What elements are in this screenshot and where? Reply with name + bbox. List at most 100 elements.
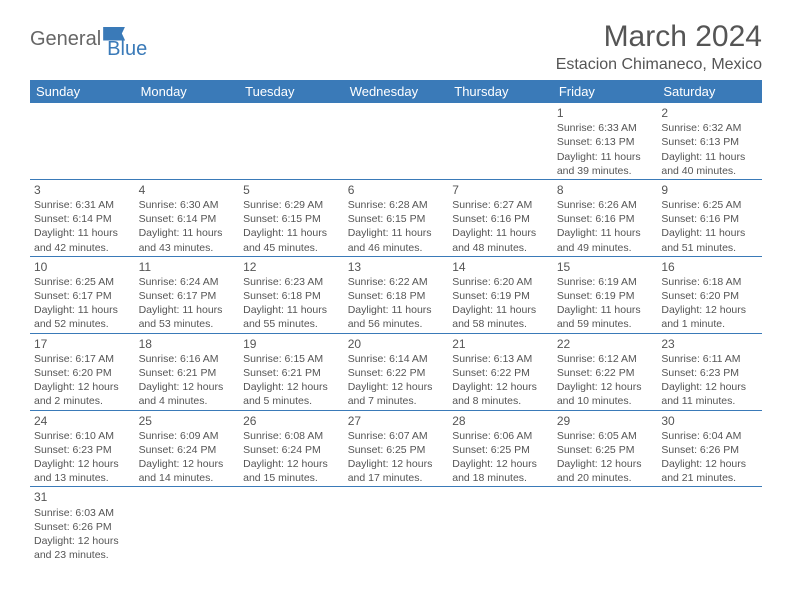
header-row: Sunday Monday Tuesday Wednesday Thursday… bbox=[30, 80, 762, 103]
calendar-cell: 19Sunrise: 6:15 AMSunset: 6:21 PMDayligh… bbox=[239, 333, 344, 410]
sunset-text: Sunset: 6:22 PM bbox=[348, 366, 445, 380]
calendar-row: 1Sunrise: 6:33 AMSunset: 6:13 PMDaylight… bbox=[30, 103, 762, 179]
daylight-text-1: Daylight: 12 hours bbox=[661, 303, 758, 317]
daylight-text-2: and 45 minutes. bbox=[243, 241, 340, 255]
day-number: 27 bbox=[348, 413, 445, 429]
calendar-cell: 13Sunrise: 6:22 AMSunset: 6:18 PMDayligh… bbox=[344, 256, 449, 333]
col-thursday: Thursday bbox=[448, 80, 553, 103]
sunset-text: Sunset: 6:17 PM bbox=[139, 289, 236, 303]
calendar-cell: 23Sunrise: 6:11 AMSunset: 6:23 PMDayligh… bbox=[657, 333, 762, 410]
sunrise-text: Sunrise: 6:05 AM bbox=[557, 429, 654, 443]
daylight-text-1: Daylight: 11 hours bbox=[243, 303, 340, 317]
day-number: 14 bbox=[452, 259, 549, 275]
calendar-cell: 6Sunrise: 6:28 AMSunset: 6:15 PMDaylight… bbox=[344, 179, 449, 256]
sunrise-text: Sunrise: 6:24 AM bbox=[139, 275, 236, 289]
calendar-cell: 2Sunrise: 6:32 AMSunset: 6:13 PMDaylight… bbox=[657, 103, 762, 179]
day-number: 28 bbox=[452, 413, 549, 429]
daylight-text-2: and 17 minutes. bbox=[348, 471, 445, 485]
day-number: 9 bbox=[661, 182, 758, 198]
daylight-text-1: Daylight: 12 hours bbox=[243, 380, 340, 394]
day-number: 5 bbox=[243, 182, 340, 198]
calendar-cell bbox=[448, 487, 553, 563]
sunset-text: Sunset: 6:16 PM bbox=[661, 212, 758, 226]
title-block: March 2024 Estacion Chimaneco, Mexico bbox=[556, 20, 762, 74]
calendar-cell: 15Sunrise: 6:19 AMSunset: 6:19 PMDayligh… bbox=[553, 256, 658, 333]
daylight-text-1: Daylight: 11 hours bbox=[661, 150, 758, 164]
calendar-cell: 4Sunrise: 6:30 AMSunset: 6:14 PMDaylight… bbox=[135, 179, 240, 256]
calendar-cell: 20Sunrise: 6:14 AMSunset: 6:22 PMDayligh… bbox=[344, 333, 449, 410]
sunrise-text: Sunrise: 6:20 AM bbox=[452, 275, 549, 289]
sunset-text: Sunset: 6:23 PM bbox=[661, 366, 758, 380]
day-number: 20 bbox=[348, 336, 445, 352]
daylight-text-2: and 1 minute. bbox=[661, 317, 758, 331]
calendar-cell: 12Sunrise: 6:23 AMSunset: 6:18 PMDayligh… bbox=[239, 256, 344, 333]
calendar-row: 3Sunrise: 6:31 AMSunset: 6:14 PMDaylight… bbox=[30, 179, 762, 256]
daylight-text-1: Daylight: 12 hours bbox=[452, 457, 549, 471]
sunrise-text: Sunrise: 6:32 AM bbox=[661, 121, 758, 135]
calendar-cell bbox=[553, 487, 658, 563]
calendar-cell: 3Sunrise: 6:31 AMSunset: 6:14 PMDaylight… bbox=[30, 179, 135, 256]
daylight-text-1: Daylight: 11 hours bbox=[452, 303, 549, 317]
day-number: 16 bbox=[661, 259, 758, 275]
daylight-text-2: and 59 minutes. bbox=[557, 317, 654, 331]
daylight-text-2: and 4 minutes. bbox=[139, 394, 236, 408]
calendar-cell: 22Sunrise: 6:12 AMSunset: 6:22 PMDayligh… bbox=[553, 333, 658, 410]
col-friday: Friday bbox=[553, 80, 658, 103]
sunrise-text: Sunrise: 6:29 AM bbox=[243, 198, 340, 212]
calendar-row: 24Sunrise: 6:10 AMSunset: 6:23 PMDayligh… bbox=[30, 410, 762, 487]
day-number: 7 bbox=[452, 182, 549, 198]
daylight-text-2: and 21 minutes. bbox=[661, 471, 758, 485]
calendar-row: 31Sunrise: 6:03 AMSunset: 6:26 PMDayligh… bbox=[30, 487, 762, 563]
daylight-text-2: and 40 minutes. bbox=[661, 164, 758, 178]
sunrise-text: Sunrise: 6:07 AM bbox=[348, 429, 445, 443]
daylight-text-1: Daylight: 11 hours bbox=[348, 303, 445, 317]
daylight-text-2: and 42 minutes. bbox=[34, 241, 131, 255]
daylight-text-2: and 51 minutes. bbox=[661, 241, 758, 255]
calendar-cell: 9Sunrise: 6:25 AMSunset: 6:16 PMDaylight… bbox=[657, 179, 762, 256]
calendar-cell: 10Sunrise: 6:25 AMSunset: 6:17 PMDayligh… bbox=[30, 256, 135, 333]
col-monday: Monday bbox=[135, 80, 240, 103]
daylight-text-1: Daylight: 12 hours bbox=[34, 457, 131, 471]
day-number: 23 bbox=[661, 336, 758, 352]
sunrise-text: Sunrise: 6:16 AM bbox=[139, 352, 236, 366]
daylight-text-1: Daylight: 12 hours bbox=[452, 380, 549, 394]
sunrise-text: Sunrise: 6:23 AM bbox=[243, 275, 340, 289]
daylight-text-2: and 11 minutes. bbox=[661, 394, 758, 408]
day-number: 15 bbox=[557, 259, 654, 275]
daylight-text-2: and 43 minutes. bbox=[139, 241, 236, 255]
sunset-text: Sunset: 6:26 PM bbox=[34, 520, 131, 534]
sunrise-text: Sunrise: 6:10 AM bbox=[34, 429, 131, 443]
sunrise-text: Sunrise: 6:12 AM bbox=[557, 352, 654, 366]
sunset-text: Sunset: 6:13 PM bbox=[557, 135, 654, 149]
day-number: 19 bbox=[243, 336, 340, 352]
calendar-cell bbox=[344, 487, 449, 563]
sunrise-text: Sunrise: 6:27 AM bbox=[452, 198, 549, 212]
sunrise-text: Sunrise: 6:13 AM bbox=[452, 352, 549, 366]
sunset-text: Sunset: 6:20 PM bbox=[34, 366, 131, 380]
day-number: 24 bbox=[34, 413, 131, 429]
calendar-cell: 28Sunrise: 6:06 AMSunset: 6:25 PMDayligh… bbox=[448, 410, 553, 487]
calendar-cell: 27Sunrise: 6:07 AMSunset: 6:25 PMDayligh… bbox=[344, 410, 449, 487]
col-saturday: Saturday bbox=[657, 80, 762, 103]
daylight-text-1: Daylight: 11 hours bbox=[452, 226, 549, 240]
day-number: 21 bbox=[452, 336, 549, 352]
daylight-text-1: Daylight: 11 hours bbox=[34, 226, 131, 240]
calendar-cell bbox=[344, 103, 449, 179]
daylight-text-1: Daylight: 11 hours bbox=[557, 303, 654, 317]
calendar-cell bbox=[448, 103, 553, 179]
day-number: 13 bbox=[348, 259, 445, 275]
daylight-text-2: and 56 minutes. bbox=[348, 317, 445, 331]
sunset-text: Sunset: 6:22 PM bbox=[557, 366, 654, 380]
sunset-text: Sunset: 6:17 PM bbox=[34, 289, 131, 303]
calendar-cell bbox=[135, 103, 240, 179]
calendar-cell: 30Sunrise: 6:04 AMSunset: 6:26 PMDayligh… bbox=[657, 410, 762, 487]
calendar-cell bbox=[30, 103, 135, 179]
daylight-text-1: Daylight: 11 hours bbox=[243, 226, 340, 240]
calendar-cell: 5Sunrise: 6:29 AMSunset: 6:15 PMDaylight… bbox=[239, 179, 344, 256]
sunrise-text: Sunrise: 6:04 AM bbox=[661, 429, 758, 443]
daylight-text-1: Daylight: 11 hours bbox=[139, 303, 236, 317]
daylight-text-2: and 5 minutes. bbox=[243, 394, 340, 408]
sunset-text: Sunset: 6:15 PM bbox=[243, 212, 340, 226]
calendar-cell: 24Sunrise: 6:10 AMSunset: 6:23 PMDayligh… bbox=[30, 410, 135, 487]
calendar-cell: 31Sunrise: 6:03 AMSunset: 6:26 PMDayligh… bbox=[30, 487, 135, 563]
